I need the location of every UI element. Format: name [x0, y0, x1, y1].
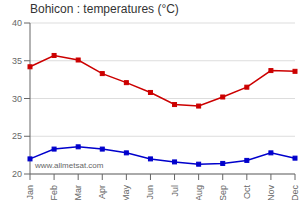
svg-text:30: 30 — [12, 94, 22, 104]
svg-text:Jun: Jun — [145, 185, 155, 200]
svg-text:Nov: Nov — [266, 185, 276, 200]
svg-text:Jan: Jan — [25, 185, 35, 200]
svg-text:Dec: Dec — [290, 185, 297, 200]
svg-text:Jul: Jul — [170, 185, 180, 197]
html-text:Bohicon : temperatures (°C): Bohicon : temperatures (°C) — [30, 2, 179, 16]
svg-text:Sep: Sep — [218, 185, 228, 200]
svg-text:Feb: Feb — [49, 185, 59, 200]
svg-text:35: 35 — [12, 56, 22, 66]
svg-text:Oct: Oct — [242, 185, 252, 200]
svg-text:40: 40 — [12, 18, 22, 28]
svg-text:20: 20 — [12, 169, 22, 179]
svg-text:Apr: Apr — [97, 185, 107, 199]
svg-text:25: 25 — [12, 131, 22, 141]
svg-text:Aug: Aug — [194, 185, 204, 200]
html-text:www.allmetsat.com: www.allmetsat.com — [35, 161, 104, 170]
svg-text:May: May — [121, 185, 131, 200]
svg-text:Mar: Mar — [73, 185, 83, 200]
